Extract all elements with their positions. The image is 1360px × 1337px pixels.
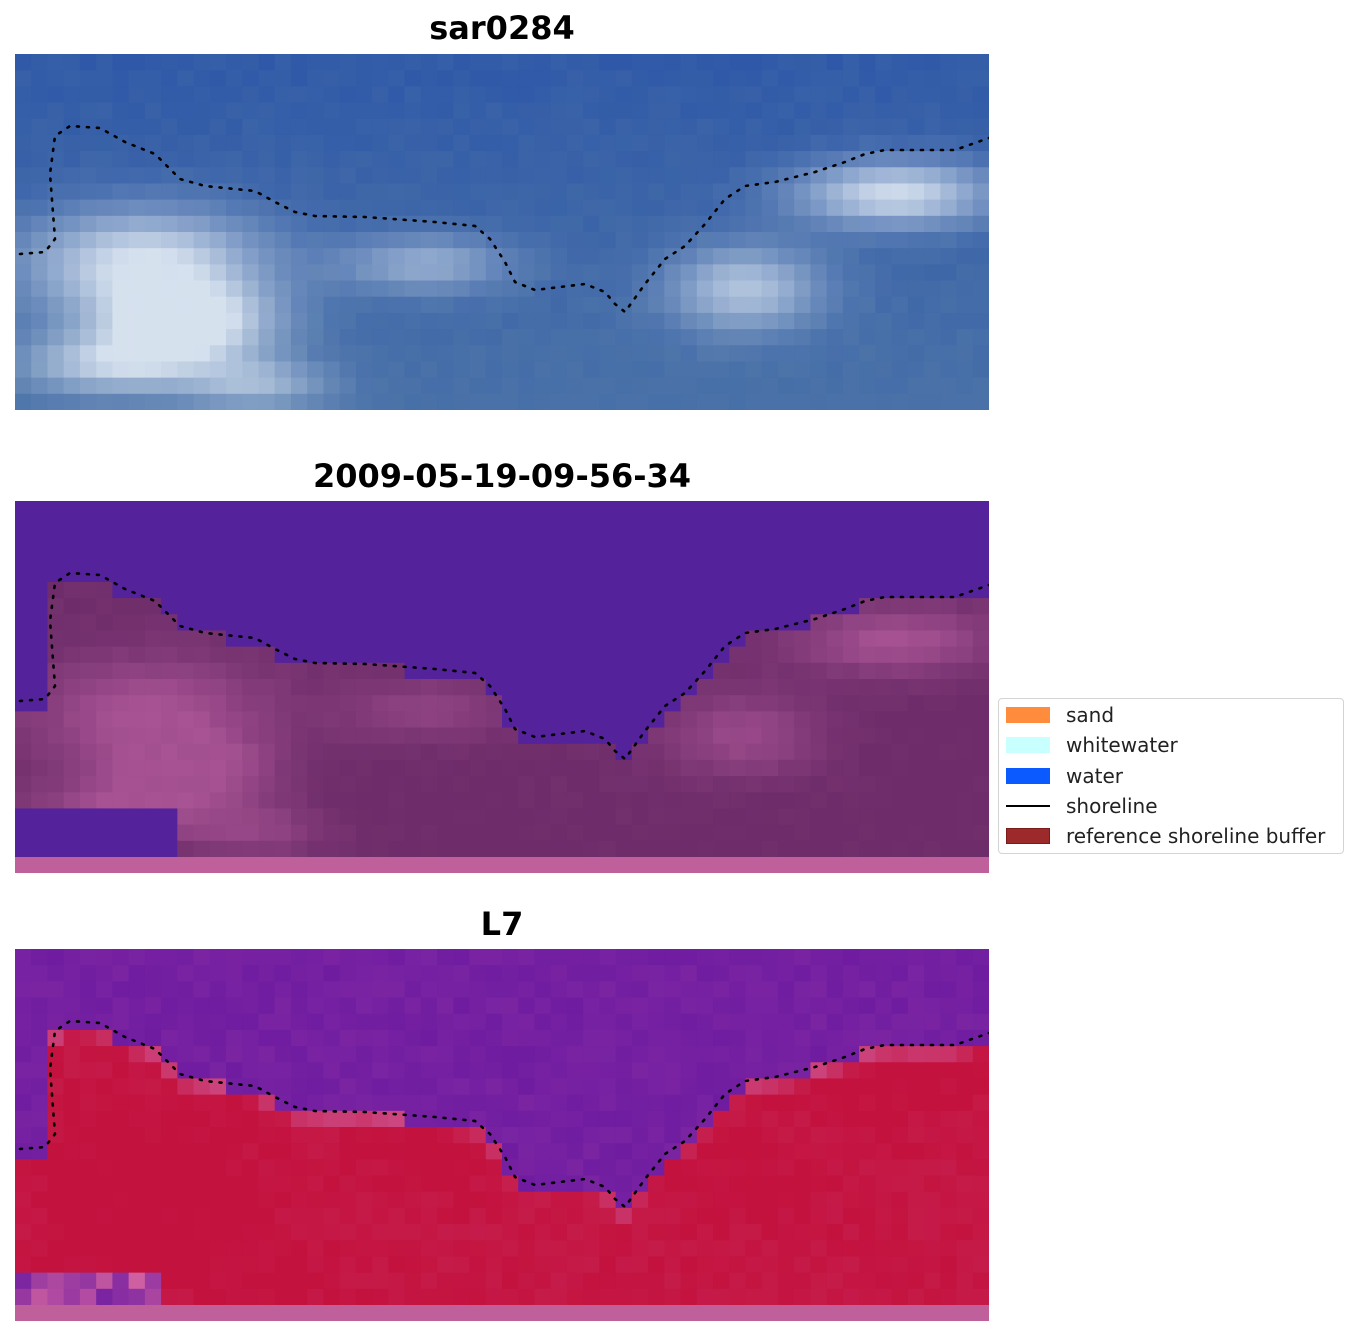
legend-label: shoreline [1066,794,1158,818]
panel-title-rgb: sar0284 [429,9,575,47]
panel-title-index: L7 [480,905,524,943]
legend-item-reference-buffer: reference shoreline buffer [1006,824,1325,848]
water-swatch-icon [1006,768,1050,784]
shoreline-dotted-line [18,124,989,314]
reference-buffer-swatch-icon [1006,828,1050,844]
sand-swatch-icon [1006,707,1050,723]
whitewater-swatch-icon [1006,737,1050,753]
legend-label: reference shoreline buffer [1066,824,1326,848]
legend-item-shoreline: shoreline [1006,794,1158,818]
legend-label: water [1066,764,1123,788]
shoreline-dotted-line [18,1019,989,1209]
rgb-satellite-image [15,54,989,410]
legend-item-water: water [1006,764,1123,788]
index-image [15,949,989,1321]
legend: sand whitewater water shoreline referenc… [998,698,1344,854]
legend-label: sand [1066,703,1115,727]
classified-image [15,501,989,873]
legend-item-sand: sand [1006,703,1114,727]
shoreline-line-icon [1006,805,1050,807]
shoreline-dotted-line [18,571,989,761]
panel-title-classified: 2009-05-19-09-56-34 [312,457,692,495]
legend-item-whitewater: whitewater [1006,733,1178,757]
legend-label: whitewater [1066,733,1178,757]
